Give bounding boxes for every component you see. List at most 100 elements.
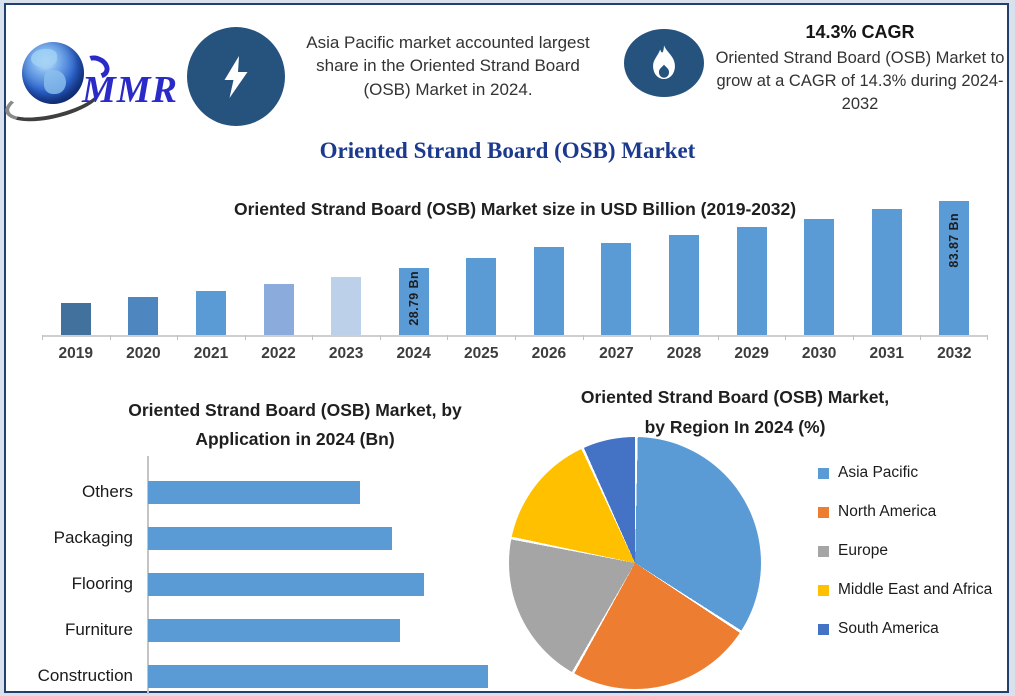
highlight-left-text: Asia Pacific market accounted largest sh… [306,33,590,99]
x-axis-label-2030: 2030 [801,345,837,362]
x-axis-label-2024: 2024 [396,345,431,362]
axis-tick [717,335,719,340]
axis-tick [785,335,787,340]
app-bar-flooring [148,572,424,596]
axis-tick [447,335,449,340]
column-bar-2030 [804,219,835,335]
axis-tick [920,335,922,340]
legend-item-europe: Europe [818,542,992,560]
legend-label: Europe [838,542,888,559]
lightning-icon [187,27,285,126]
legend-swatch [818,545,829,557]
column-chart-title: Oriented Strand Board (OSB) Market size … [233,199,797,219]
app-row-furniture: Furniture [28,607,508,653]
column-bar-2027 [601,243,632,335]
region-chart-title-line1: Oriented Strand Board (OSB) Market, [580,387,890,407]
flame-icon [624,29,704,97]
x-axis-label-2031: 2031 [869,345,904,362]
region-chart-title: Oriented Strand Board (OSB) Market, by R… [525,382,945,442]
legend-label: Middle East and Africa [838,581,993,598]
cagr-text: Oriented Strand Board (OSB) Market to gr… [715,49,1005,113]
column-slot-2021 [177,197,245,335]
column-bar-2029 [736,227,767,335]
column-chart-x-axis: 2019 2020 2021 2022 2023 2024 2025 2026 2027 2028… [42,345,988,363]
region-chart-title-line2: by Region In 2024 (%) [644,417,826,437]
axis-tick [515,335,516,340]
legend-item-asia-pacific: Asia Pacific [818,464,992,482]
category-label: Packaging [53,528,133,547]
legend-swatch [818,584,829,596]
column-slot-2030 [785,197,853,335]
column-slot-2019 [42,197,110,335]
column-slot-2025 [447,197,515,335]
category-label: Construction [37,666,133,685]
column-slot-2027 [583,197,651,335]
region-pie-chart [509,437,761,689]
app-row-flooring: Flooring [28,561,508,607]
x-axis-label-2029: 2029 [734,345,769,362]
axis-tick [244,335,246,340]
column-bar-2020 [128,297,159,335]
column-bar-2023 [331,277,362,335]
app-bar-construction [148,664,488,688]
axis-tick [379,335,381,340]
legend-item-south-america: South America [818,620,992,638]
axis-tick [852,335,854,340]
application-chart-title-line2: Application in 2024 (Bn) [195,429,395,449]
column-bar-2019 [60,303,91,335]
column-slot-2023 [312,197,380,335]
axis-tick [177,335,179,340]
bar-value-label: 28.79 Bn [406,271,421,326]
axis-tick [42,335,43,340]
globe-icon [22,42,84,104]
app-bar-others [148,480,360,504]
region-legend: Asia Pacific North America Europe Middle Ea… [818,464,992,659]
column-slot-2032: 83.87 Bn [921,197,989,335]
legend-label: North America [838,503,937,520]
legend-swatch [818,467,829,479]
column-bar-2032: 83.87 Bn [939,201,970,335]
column-chart-plot: 28.79 Bn 83.87 Bn [42,197,989,340]
category-label: Others [81,482,133,501]
column-bar-2031 [871,209,902,335]
legend-label: South America [838,620,939,637]
page-title: Oriented Strand Board (OSB) Market [319,138,696,163]
column-slot-2026 [515,197,583,335]
x-axis-label-2025: 2025 [464,345,499,362]
x-axis-label-2028: 2028 [666,345,702,362]
column-slot-2022 [245,197,313,335]
bar-value-label: 83.87 Bn [947,213,962,268]
axis-tick [987,335,988,340]
x-axis-label-2027: 2027 [599,345,634,362]
app-bar-packaging [148,526,392,550]
axis-tick [582,335,584,340]
x-axis-label-2020: 2020 [126,345,161,362]
x-axis-label-2021: 2021 [193,345,229,362]
x-axis-label-2023: 2023 [328,345,364,362]
legend-swatch [818,506,829,518]
x-axis-label-2032: 2032 [937,345,972,362]
logo-text: MMR [82,69,178,111]
legend-item-middle-east-and-africa: Middle East and Africa [818,581,992,599]
application-chart-title: Oriented Strand Board (OSB) Market, by A… [60,396,530,454]
highlight-right: 14.3% CAGR Oriented Strand Board (OSB) M… [712,22,1008,115]
axis-tick [109,335,111,340]
app-row-packaging: Packaging [28,515,508,561]
column-bar-2021 [195,291,226,335]
mmr-logo: MMR [1,34,188,130]
column-slot-2024: 28.79 Bn [380,197,448,335]
column-bar-2028 [668,235,699,335]
column-bar-2025 [466,258,497,335]
legend-swatch [818,623,829,635]
x-axis-label-2026: 2026 [531,345,567,362]
column-slot-2020 [110,197,178,335]
x-axis-label-2022: 2022 [261,345,296,362]
column-bar-2026 [533,247,564,335]
column-bar-2024: 28.79 Bn [398,268,429,335]
column-slot-2029 [718,197,786,335]
application-chart-title-line1: Oriented Strand Board (OSB) Market, by [128,400,462,420]
axis-tick [650,335,652,340]
axis-tick [312,335,314,340]
app-row-construction: Construction [28,653,508,696]
column-slot-2031 [853,197,921,335]
